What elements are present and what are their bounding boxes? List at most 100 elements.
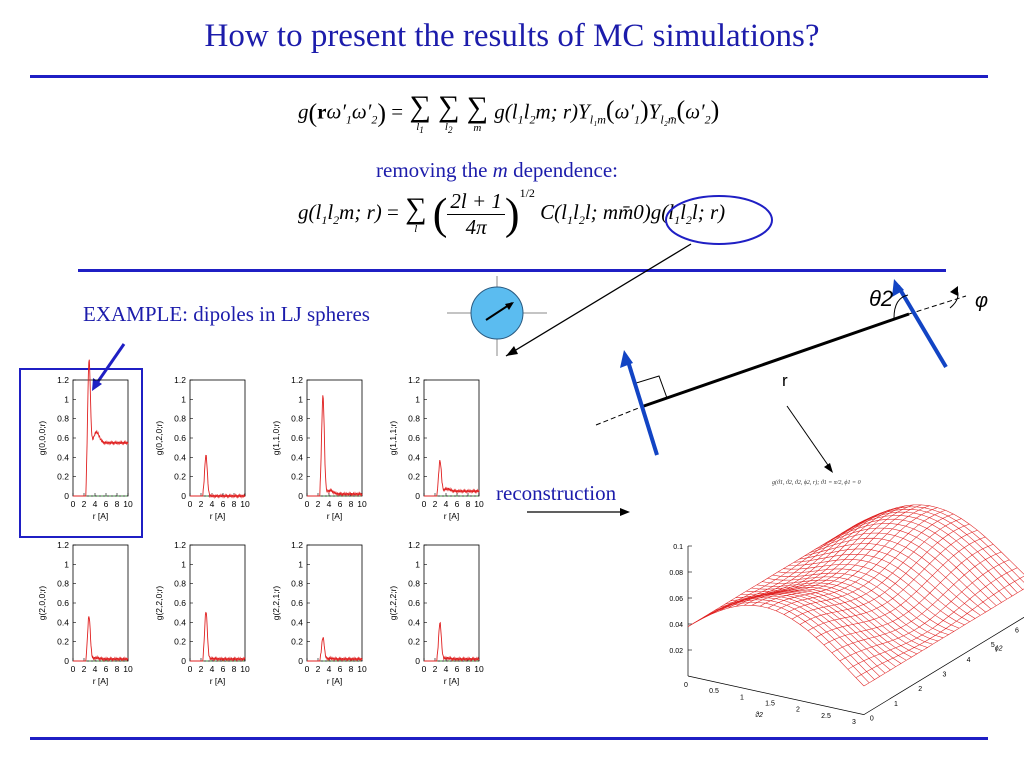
phi-label: φ [975, 290, 988, 312]
y-tick-label: 0.8 [57, 579, 69, 589]
title-rule [30, 75, 988, 78]
surface-line [788, 559, 965, 626]
y-tick-label: 0 [64, 656, 69, 666]
x-tick-label: 1.5 [765, 700, 775, 707]
plot-frame [189, 544, 246, 662]
pointer-arrow-line [505, 243, 692, 357]
x-tick-label: 6 [338, 499, 343, 509]
x-tick-label: 2 [199, 664, 204, 674]
y-tick-label: 1.2 [291, 375, 303, 385]
x-tick-label: 6 [338, 664, 343, 674]
g-curve [307, 395, 363, 497]
small-plot-6: 1.210.80.60.40.200 2 4 6 8 10r [A]g(2,2,1;r) [271, 540, 367, 686]
x-tick-label: 8 [466, 499, 471, 509]
plot-frame [306, 379, 363, 497]
slide-title: How to present the results of MC simulat… [204, 18, 820, 54]
x-axis-label: r [A] [327, 676, 343, 686]
dipole-sphere-icon [447, 276, 547, 356]
x-tick-label: 2 [433, 664, 438, 674]
y-tick-label: 1.2 [174, 540, 186, 550]
x-tick-label: 2 [316, 664, 321, 674]
x-tick-label: 2 [199, 499, 204, 509]
surface-line [751, 585, 928, 648]
surface-line [759, 505, 930, 607]
surface-line [693, 602, 870, 683]
surface-line [740, 588, 918, 655]
x-tick-label: 10 [240, 664, 250, 674]
x-tick-label: 4 [444, 499, 449, 509]
surface-line [809, 537, 986, 613]
z-tick-label: 0.06 [669, 596, 683, 603]
g-curve [307, 637, 363, 662]
y-tick-label: 0.8 [291, 579, 303, 589]
y-tick-label: 0.6 [174, 433, 186, 443]
reconstruction-arrow-head [620, 508, 630, 516]
plot-frame [72, 544, 129, 662]
x-tick-label: 8 [349, 664, 354, 674]
x-axis-label: r [A] [210, 511, 226, 521]
y-tick-label: 1 [298, 394, 303, 404]
x-tick-label: 0 [71, 664, 76, 674]
y-tick-label: 1.2 [174, 375, 186, 385]
y-tick-label: 0.2 [408, 472, 420, 482]
y-tick-label: 0.4 [174, 617, 186, 627]
x-axis-label: ϑ2 [755, 712, 763, 719]
x-tick-label: 2 [82, 664, 87, 674]
x-axis-label: r [A] [93, 676, 109, 686]
surface-line [709, 595, 886, 674]
x-tick-label: 2 [316, 499, 321, 509]
y-tick-label: 0.4 [291, 452, 303, 462]
r-label: r [782, 371, 788, 390]
y-tick-label: 0 [298, 491, 303, 501]
y-tick-label: 1.2 [408, 540, 420, 550]
x-tick-label: 0 [422, 664, 427, 674]
x-tick-label: 8 [115, 499, 120, 509]
x-axis-label: r [A] [93, 511, 109, 521]
y-tick-label: 1 [894, 701, 898, 708]
y-tick-label: 4 [967, 657, 971, 664]
y-tick-label: 0.2 [57, 472, 69, 482]
z-tick-label: 0.08 [669, 570, 683, 577]
x-tick-label: 0 [422, 499, 427, 509]
highlight-ellipse [665, 195, 773, 245]
surface-line [857, 504, 1024, 575]
y-tick-label: 0.2 [408, 637, 420, 647]
y-tick-label: 0.6 [291, 433, 303, 443]
y-tick-label: 0 [415, 491, 420, 501]
x-tick-label: 0 [305, 664, 310, 674]
y-tick-label: 0 [298, 656, 303, 666]
surface-line [777, 568, 954, 632]
x-axis-label: r [A] [210, 676, 226, 686]
surface-line [820, 527, 997, 606]
x-tick-label: 6 [221, 664, 226, 674]
pointer-arrow-head [506, 346, 518, 356]
plot-frame [72, 379, 129, 497]
theta2-label: θ2 [869, 286, 893, 311]
y-tick-label: 1.2 [57, 540, 69, 550]
x-axis-label: r [A] [444, 511, 460, 521]
y-tick-label: 0.2 [57, 637, 69, 647]
x-tick-label: 8 [349, 499, 354, 509]
y-tick-label: 0.6 [57, 433, 69, 443]
y-tick-label: 0 [64, 491, 69, 501]
x-tick-label: 10 [357, 499, 367, 509]
y-tick-label: 0 [870, 716, 874, 723]
small-plot-5: 1.210.80.60.40.200 2 4 6 8 10r [A]g(2,2,0;r) [154, 540, 250, 686]
g-curve [190, 454, 246, 499]
y-tick-label: 1.2 [408, 375, 420, 385]
section-rule [78, 269, 946, 272]
y-tick-label: 0.4 [408, 452, 420, 462]
equation-reduction: g(l1l2m; r) = ∑ l (2l + 1 4π)1/2 C(l1l2l; … [298, 186, 726, 239]
small-plot-7: 1.210.80.60.40.200 2 4 6 8 10r [A]g(2,2,2;r) [388, 540, 484, 686]
x-tick-label: 0 [684, 682, 688, 689]
x-tick-label: 4 [210, 499, 215, 509]
x-tick-label: 2 [433, 499, 438, 509]
highlight-arrow-head [92, 378, 102, 391]
x-tick-label: 3 [852, 719, 856, 726]
y-tick-label: 1 [415, 559, 420, 569]
y-tick-label: 0.8 [408, 579, 420, 589]
plot-frame [189, 379, 246, 497]
surface-line [703, 597, 880, 677]
y-axis-label: g(2,2,2;r) [388, 586, 398, 621]
x-tick-label: 4 [210, 664, 215, 674]
